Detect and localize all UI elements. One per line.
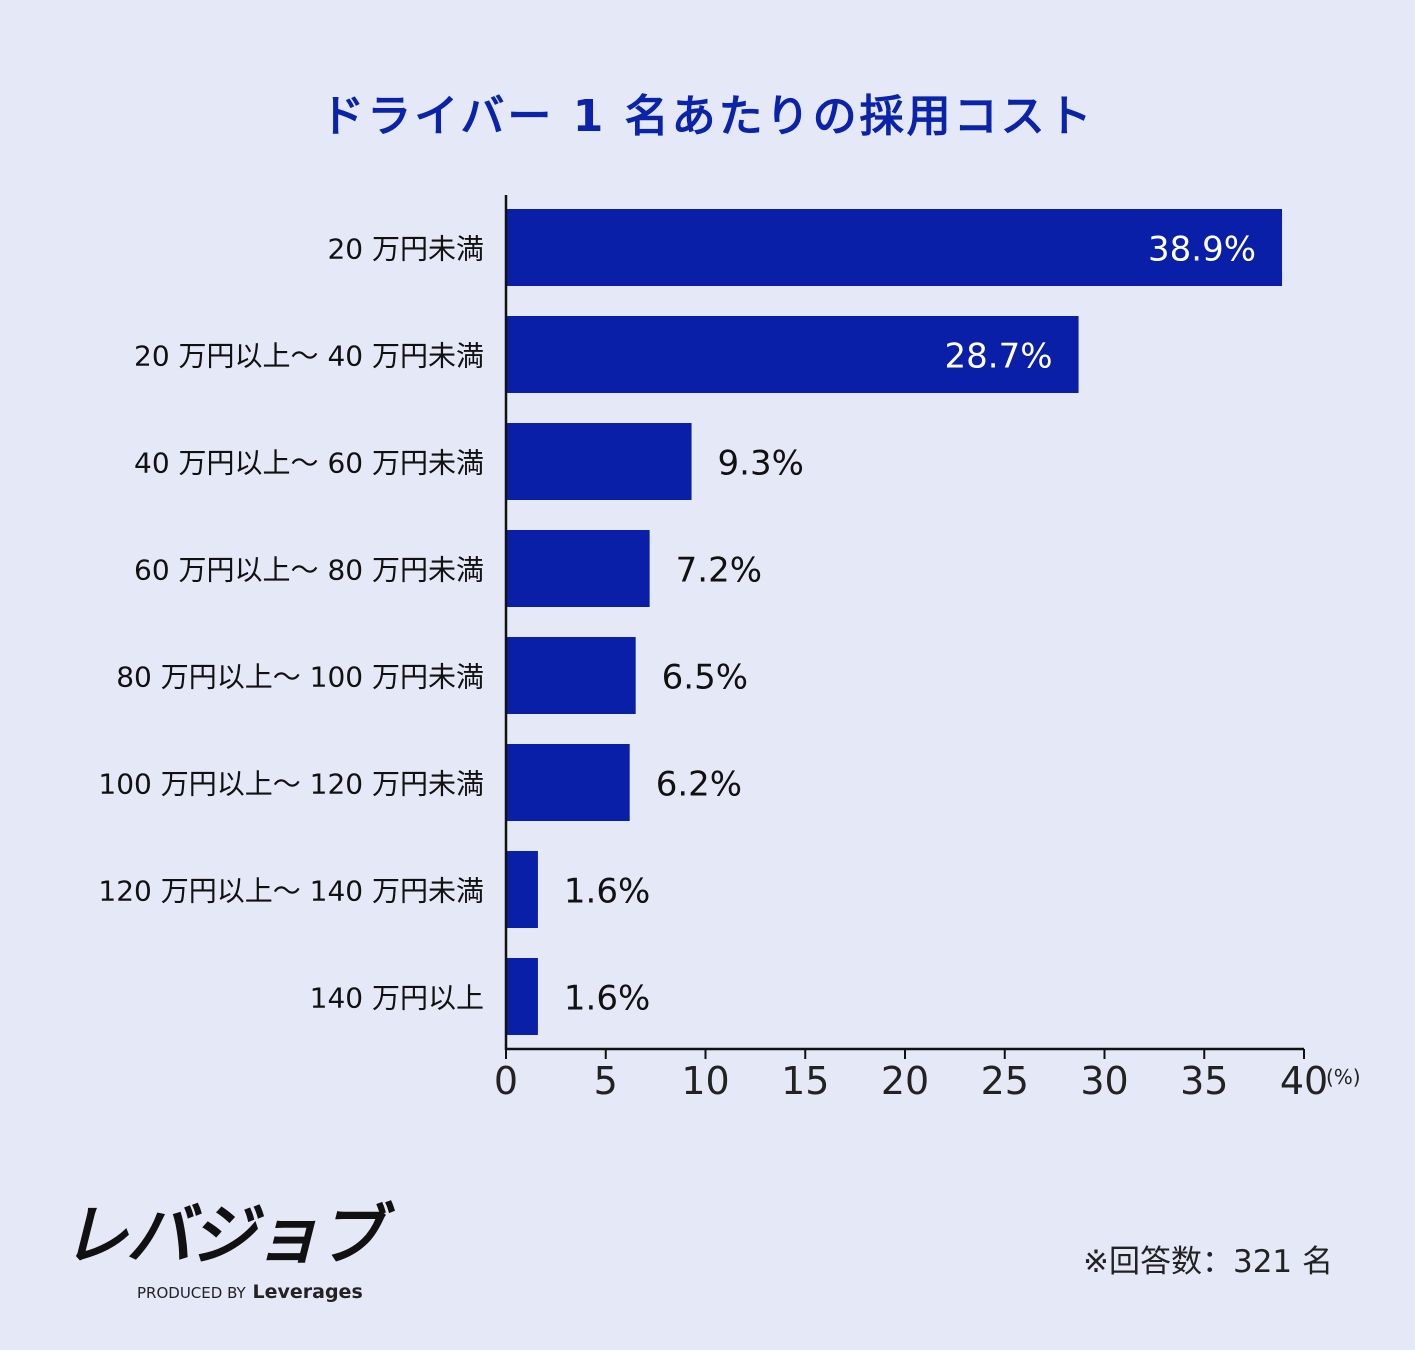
x-unit-label: (%) bbox=[1326, 1065, 1361, 1089]
category-label: 60 万円以上〜 80 万円未満 bbox=[134, 554, 484, 587]
value-label: 1.6% bbox=[564, 872, 650, 912]
value-label: 28.7% bbox=[945, 337, 1053, 377]
value-label: 38.9% bbox=[1148, 230, 1256, 270]
x-tick-label: 40 bbox=[1280, 1059, 1328, 1103]
bar bbox=[506, 744, 630, 821]
category-label: 20 万円未満 bbox=[327, 233, 484, 266]
value-label: 6.5% bbox=[662, 658, 748, 698]
x-tick-label: 25 bbox=[981, 1059, 1029, 1103]
x-tick-label: 15 bbox=[781, 1059, 829, 1103]
category-label: 100 万円以上〜 120 万円未満 bbox=[98, 768, 484, 801]
chart-title: ドライバー 1 名あたりの採用コスト bbox=[320, 91, 1095, 142]
category-label: 80 万円以上〜 100 万円未満 bbox=[116, 661, 484, 694]
category-label: 140 万円以上 bbox=[310, 982, 484, 1015]
bar bbox=[506, 423, 692, 500]
bar bbox=[506, 851, 538, 928]
value-label: 1.6% bbox=[564, 979, 650, 1019]
brand-logo: レバジョブ bbox=[62, 1197, 384, 1274]
x-tick-label: 20 bbox=[881, 1059, 929, 1103]
x-tick-label: 5 bbox=[594, 1059, 618, 1103]
respondents-note: ※回答数：321 名 bbox=[1083, 1244, 1333, 1280]
bar-chart: 20 万円未満 38.9% 20 万円以上〜 40 万円未満 28.7% 40 万円以上… bbox=[98, 195, 1361, 1103]
value-label: 6.2% bbox=[656, 765, 742, 805]
category-label: 120 万円以上〜 140 万円未満 bbox=[98, 875, 484, 908]
produced-by: PRODUCED BY Leverages bbox=[137, 1281, 363, 1303]
produced-by-label: PRODUCED BY bbox=[137, 1284, 246, 1302]
bar bbox=[506, 530, 650, 607]
value-label: 7.2% bbox=[676, 551, 762, 591]
bar bbox=[506, 209, 1283, 286]
x-tick-label: 30 bbox=[1080, 1059, 1128, 1103]
x-tick-label: 0 bbox=[494, 1059, 518, 1103]
bar bbox=[506, 316, 1079, 393]
company-name: Leverages bbox=[252, 1281, 363, 1303]
bar bbox=[506, 958, 538, 1035]
bar bbox=[506, 637, 636, 714]
category-label: 40 万円以上〜 60 万円未満 bbox=[134, 447, 484, 480]
x-tick-label: 10 bbox=[681, 1059, 729, 1103]
x-tick-label: 35 bbox=[1180, 1059, 1228, 1103]
value-label: 9.3% bbox=[718, 444, 804, 484]
category-label: 20 万円以上〜 40 万円未満 bbox=[134, 340, 484, 373]
